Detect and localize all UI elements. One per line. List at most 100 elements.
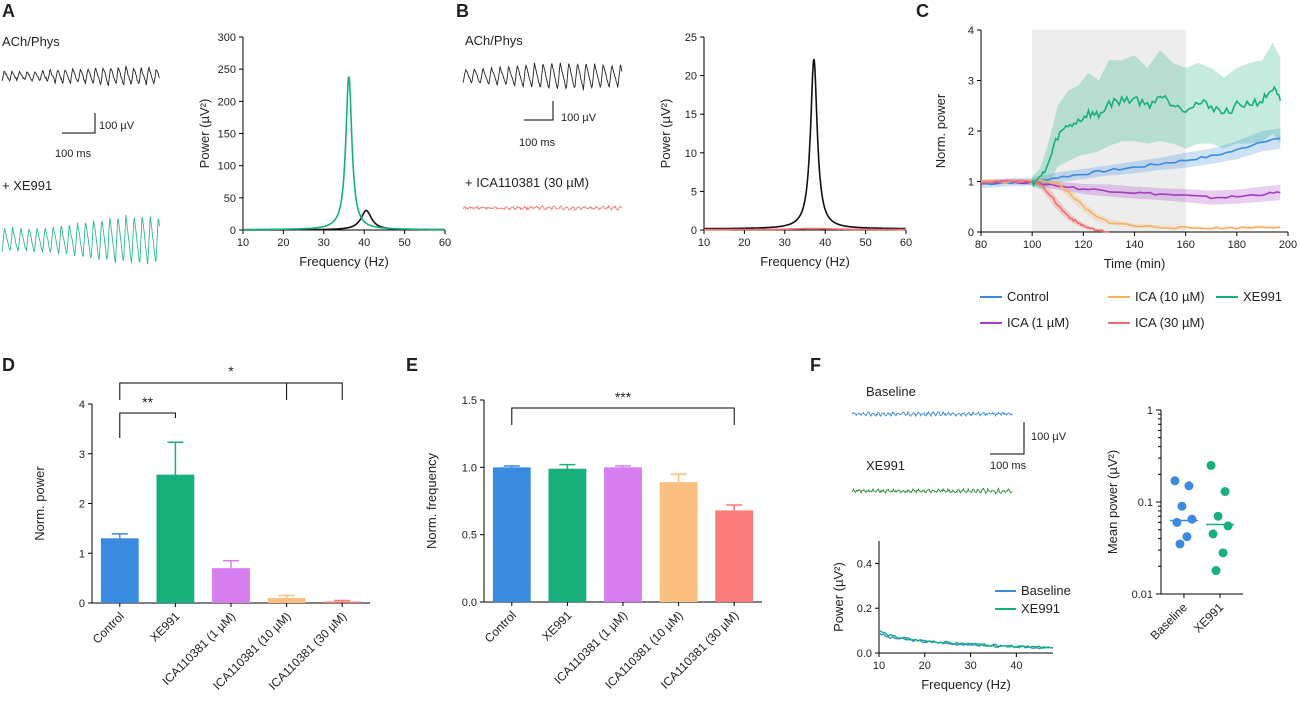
x-tick-label-60: 60 [900, 237, 912, 249]
bar-ica110381-10-m [659, 482, 698, 602]
bar-ica110381-1-m [604, 467, 642, 602]
chart-f-mean-power-scatter: 1 0.1 0.01 Mean power (µV²) Baseline XE991 [1105, 405, 1243, 643]
scale-bar-a-time: 100 ms [55, 148, 92, 160]
x-axis-title: Time (min) [1104, 256, 1166, 271]
legend-label-xe991: XE991 [1021, 601, 1060, 616]
scale-bar-a: 100 µV 100 ms [55, 113, 135, 160]
x-tick-label-baseline: Baseline [1148, 600, 1191, 643]
sig-label-d-xe991: ** [142, 394, 153, 410]
x-tick-label-xe991: XE991 [1191, 600, 1227, 636]
x-tick-label-xe991: XE991 [539, 608, 575, 644]
lfp-trace-ica-b [462, 204, 623, 212]
data-point-xe991 [1206, 460, 1216, 470]
lfp-trace-xe991-a [1, 214, 160, 264]
y-tick-label-0: 0 [691, 225, 697, 237]
bar-xe991 [156, 474, 195, 603]
x-tick-label-40: 40 [358, 237, 370, 249]
x-tick-label-30: 30 [964, 660, 976, 672]
y-axis-title: Power (µV²) [831, 562, 846, 632]
x-tick-label-200: 200 [1279, 239, 1297, 251]
treatment-shade [1032, 30, 1186, 232]
trace-label-achphys-b: ACh/Phys [465, 33, 523, 48]
legend-label-ica-10-m: ICA (10 µM) [1135, 289, 1205, 304]
y-tick-label-15: 15 [685, 109, 697, 121]
data-point-baseline [1182, 532, 1192, 542]
sig-label-d-ica: * [228, 363, 234, 379]
trace-label-xe991-a: + XE991 [2, 178, 52, 193]
y-tick-label-150: 150 [218, 129, 236, 141]
legend-f: Baseline XE991 [995, 583, 1071, 616]
y-tick-label-4: 4 [79, 399, 85, 411]
data-point-xe991 [1220, 487, 1230, 497]
x-tick-label-30: 30 [318, 237, 330, 249]
data-point-baseline [1187, 514, 1197, 524]
legend-label-ica-30-m: ICA (30 µM) [1135, 315, 1205, 330]
lfp-trace-xe991-f [851, 487, 1013, 495]
scale-bar-f-voltage: 100 µV [1031, 431, 1067, 443]
x-tick-label-100: 100 [1023, 239, 1041, 251]
lfp-trace-achphys-b [462, 62, 623, 91]
x-tick-label-40: 40 [819, 237, 831, 249]
scale-bar-b: 100 µV 100 ms [519, 101, 597, 149]
y-tick-label-3: 3 [79, 449, 85, 461]
legend-label-ica-1-m: ICA (1 µM) [1007, 315, 1069, 330]
y-tick-label-0-0: 0.0 [462, 597, 477, 609]
bar-ica110381-30-m [715, 510, 754, 602]
spectrum-line-xe991 [243, 76, 445, 231]
x-axis-title: Frequency (Hz) [299, 254, 389, 269]
x-tick-label-180: 180 [1228, 239, 1246, 251]
x-axis-title: Frequency (Hz) [760, 254, 850, 269]
y-axis-title: Norm. power [933, 93, 948, 168]
legend-c: Control ICA (10 µM) XE991 ICA (1 µM) ICA (30… [980, 289, 1282, 330]
y-tick-label-25: 25 [685, 32, 697, 44]
significance-d: ** * [119, 363, 343, 438]
x-tick-label-10: 10 [873, 660, 885, 672]
y-tick-label-0-5: 0.5 [462, 530, 477, 542]
panel-label-b: B [456, 1, 469, 21]
panel-label-e: E [406, 355, 418, 375]
lfp-trace-achphys-a [1, 65, 160, 87]
x-tick-label-20: 20 [277, 237, 289, 249]
panel-label-f: F [810, 355, 821, 375]
y-tick-label-1-0: 1.0 [462, 462, 477, 474]
data-point-baseline [1170, 476, 1180, 486]
data-point-xe991 [1208, 529, 1218, 539]
y-tick-label-200: 200 [218, 96, 236, 108]
y-axis-title: Mean power (µV²) [1105, 450, 1120, 554]
x-tick-label-60: 60 [439, 237, 451, 249]
y-axis-title: Power (µV²) [658, 99, 673, 169]
legend-label-baseline: Baseline [1021, 583, 1071, 598]
bar-xe991 [548, 468, 587, 602]
x-tick-label-80: 80 [975, 239, 987, 251]
y-tick-label-50: 50 [224, 193, 236, 205]
timecourse-line-ica-10-m [980, 178, 1281, 230]
chart-c-time-course: 80 100 120 140 160 180 200 0 1 2 3 4 Time (min) Norm.… [933, 25, 1297, 330]
bar-ica110381-30-m [323, 601, 362, 603]
x-tick-label-120: 120 [1074, 239, 1092, 251]
y-tick-label-2: 2 [79, 499, 85, 511]
scale-bar-f: 100 µV 100 ms [990, 422, 1067, 472]
timecourse-line-xe991 [1031, 85, 1282, 188]
y-axis-title: Power (µV²) [197, 99, 212, 169]
y-axis-title: Norm. power [32, 466, 47, 541]
panel-f-traces: Baseline XE991 100 µV 100 ms [851, 384, 1067, 495]
bar-control [492, 467, 531, 602]
sig-label-e-ica30: *** [615, 389, 632, 405]
data-point-xe991 [1218, 548, 1228, 558]
trace-label-xe991-f: XE991 [866, 458, 905, 473]
y-tick-label-3: 3 [968, 76, 974, 88]
x-tick-label-20: 20 [919, 660, 931, 672]
y-tick-label-4: 4 [968, 25, 974, 37]
data-point-baseline [1175, 539, 1185, 549]
x-tick-label-50: 50 [398, 237, 410, 249]
y-tick-label-0-2: 0.2 [857, 603, 872, 615]
spectrum-line-ach-phys [704, 58, 906, 230]
x-tick-label-10: 10 [237, 237, 249, 249]
scale-bar-b-time: 100 ms [519, 137, 556, 149]
panel-a-traces: ACh/Phys 100 µV 100 ms + XE991 [1, 34, 160, 264]
panel-label-a: A [2, 1, 15, 21]
y-tick-label-10: 10 [685, 148, 697, 160]
x-axis-title: Frequency (Hz) [921, 677, 1011, 692]
x-tick-label-control: Control [90, 609, 127, 646]
error-band-control [981, 128, 1281, 189]
